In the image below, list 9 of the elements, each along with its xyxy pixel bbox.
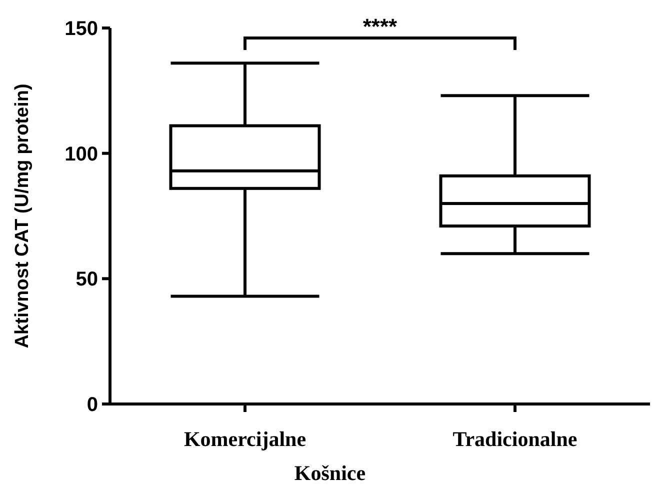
y-tick-label: 50 [76,268,98,291]
annotation: **** [362,14,398,39]
x-tick-label: Komercijalne [184,427,306,451]
x-axis-title: Košnice [294,461,366,485]
y-tick-label: 150 [64,18,98,40]
x-tick-label: Tradicionalne [452,427,578,451]
y-tick-label: 0 [86,394,98,416]
y-tick-label: 100 [64,143,98,166]
y-axis-title: Aktivnost CAT (U/mg protein) [12,84,33,348]
